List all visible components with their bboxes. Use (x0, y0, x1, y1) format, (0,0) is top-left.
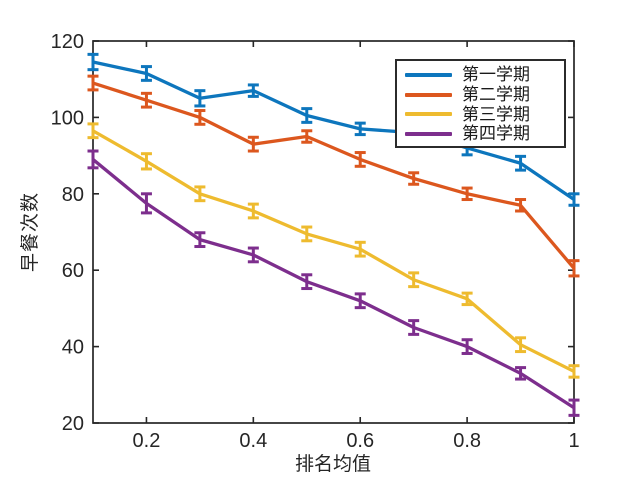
series-3-line (92, 129, 575, 373)
legend-line-swatch (405, 112, 452, 117)
legend-line-swatch (405, 92, 452, 97)
y-tick-label: 120 (51, 31, 84, 53)
legend-item-2: 第二学期 (397, 85, 564, 105)
x-tick-label: 0.2 (133, 430, 161, 452)
axes-box (92, 40, 575, 424)
series-1-line (92, 60, 575, 201)
x-axis-title: 排名均值 (294, 454, 371, 475)
legend-item-4: 第四学期 (397, 124, 564, 144)
legend-label: 第三学期 (462, 104, 530, 124)
series-4-line (91, 158, 575, 410)
x-tick-label: 1 (568, 430, 579, 452)
x-tick-label: 0.8 (453, 430, 481, 452)
legend-label: 第四学期 (462, 124, 530, 144)
legend-box: 第一学期 第二学期 第三学期 第四学期 (395, 59, 566, 148)
legend-line-swatch (405, 72, 452, 77)
legend-item-1: 第一学期 (397, 65, 564, 85)
y-tick-label: 60 (62, 260, 84, 282)
x-tick-label: 0.6 (346, 430, 374, 452)
y-tick-label: 80 (62, 184, 84, 206)
y-tick-label: 20 (62, 413, 84, 435)
y-tick-label: 40 (62, 337, 84, 359)
legend-line-swatch (405, 131, 452, 136)
series-2-line (92, 81, 576, 270)
y-tick-label: 100 (51, 107, 84, 129)
x-tick-label: 0.4 (239, 430, 267, 452)
legend-item-3: 第三学期 (397, 104, 564, 124)
legend-label: 第二学期 (462, 85, 530, 105)
y-axis-title: 早餐次数 (20, 192, 41, 273)
legend-label: 第一学期 (462, 65, 530, 85)
